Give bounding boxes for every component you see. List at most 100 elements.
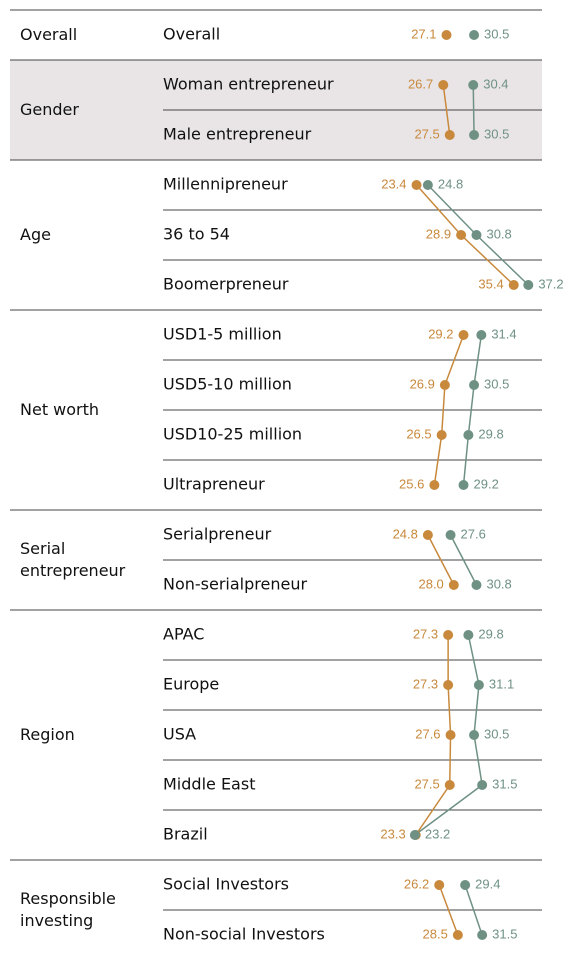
dot: [443, 680, 454, 690]
value-label: 23.3: [380, 826, 405, 841]
dot: [477, 780, 488, 790]
category-label: APAC: [163, 625, 204, 644]
category-label: USD10-25 million: [163, 425, 302, 444]
value-label: 31.5: [492, 926, 517, 941]
dot: [411, 180, 422, 190]
category-label: Middle East: [163, 775, 255, 794]
value-label: 30.5: [484, 726, 509, 741]
category-label: Millennipreneur: [163, 175, 288, 194]
category-label: Europe: [163, 675, 219, 694]
dot: [469, 380, 480, 390]
connector-line: [464, 884, 483, 936]
value-label: 30.5: [484, 26, 509, 41]
category-label: USD5-10 million: [163, 375, 292, 394]
value-label: 26.7: [408, 76, 433, 91]
value-label: 28.0: [418, 576, 443, 591]
dot: [460, 880, 471, 890]
dot: [463, 630, 474, 640]
value-label: 31.1: [489, 676, 514, 691]
value-label: 24.8: [438, 176, 463, 191]
dot: [439, 380, 450, 390]
category-label: Social Investors: [163, 875, 289, 894]
value-label: 29.8: [478, 426, 503, 441]
dot: [448, 580, 459, 590]
dot: [471, 580, 482, 590]
dot: [441, 30, 452, 40]
dot: [458, 480, 469, 490]
group-label: Region: [20, 725, 75, 744]
value-label: 35.4: [478, 276, 503, 291]
value-label: 30.4: [483, 76, 508, 91]
group-label: Overall: [20, 25, 78, 44]
category-label: Ultrapreneur: [163, 475, 265, 494]
dot: [469, 730, 480, 740]
value-label: 27.5: [414, 126, 439, 141]
dot: [463, 430, 474, 440]
value-label: 30.5: [484, 126, 509, 141]
dot: [523, 280, 534, 290]
dot: [471, 230, 482, 240]
dot: [444, 780, 455, 790]
value-label: 29.2: [428, 326, 453, 341]
dot: [436, 430, 447, 440]
dot: [477, 930, 488, 940]
value-label: 29.4: [475, 876, 500, 891]
dot: [438, 80, 449, 90]
dot: [476, 330, 487, 340]
connector-line: [449, 534, 478, 586]
value-label: 23.4: [381, 176, 406, 191]
value-label: 28.5: [423, 926, 448, 941]
dot: [409, 830, 420, 840]
value-label: 29.2: [474, 476, 499, 491]
value-label: 28.9: [426, 226, 451, 241]
dot: [422, 180, 433, 190]
dot: [468, 80, 479, 90]
connector-line: [438, 884, 459, 936]
category-label: Overall: [163, 25, 220, 44]
category-label: Non-serialpreneur: [163, 575, 307, 594]
category-label: 36 to 54: [163, 225, 230, 244]
dot: [422, 530, 433, 540]
connector-line: [472, 84, 475, 136]
value-label: 31.5: [492, 776, 517, 791]
dot: [508, 280, 519, 290]
dot: [445, 730, 456, 740]
category-label: Male entrepreneur: [163, 125, 312, 144]
value-label: 26.9: [410, 376, 435, 391]
value-label: 29.8: [478, 626, 503, 641]
value-label: 27.3: [413, 626, 438, 641]
value-label: 24.8: [393, 526, 418, 541]
value-label: 30.5: [484, 376, 509, 391]
value-label: 26.2: [404, 876, 429, 891]
value-label: 30.8: [486, 576, 511, 591]
dot: [456, 230, 467, 240]
value-label: 25.6: [399, 476, 424, 491]
category-label: Non-social Investors: [163, 925, 325, 944]
value-label: 31.4: [491, 326, 516, 341]
value-label: 26.5: [406, 426, 431, 441]
value-label: 27.6: [415, 726, 440, 741]
category-label: Serialpreneur: [163, 525, 272, 544]
group-label: Serial entrepreneur: [20, 539, 126, 580]
category-label: USA: [163, 725, 196, 744]
dot: [458, 330, 469, 340]
value-label: 37.2: [538, 276, 563, 291]
dot: [445, 530, 456, 540]
connector-line: [462, 334, 483, 486]
group-label: Gender: [20, 100, 79, 119]
group-label: Age: [20, 225, 51, 244]
dot: [434, 880, 445, 890]
value-label: 30.8: [486, 226, 511, 241]
dot: [452, 930, 463, 940]
value-label: 27.5: [414, 776, 439, 791]
connector-line: [433, 334, 465, 486]
connector-line: [442, 84, 451, 136]
dot: [469, 30, 480, 40]
connector-line: [427, 534, 455, 586]
dot: [469, 130, 480, 140]
category-label: Brazil: [163, 825, 208, 844]
value-label: 23.2: [425, 826, 450, 841]
dot: [473, 680, 484, 690]
